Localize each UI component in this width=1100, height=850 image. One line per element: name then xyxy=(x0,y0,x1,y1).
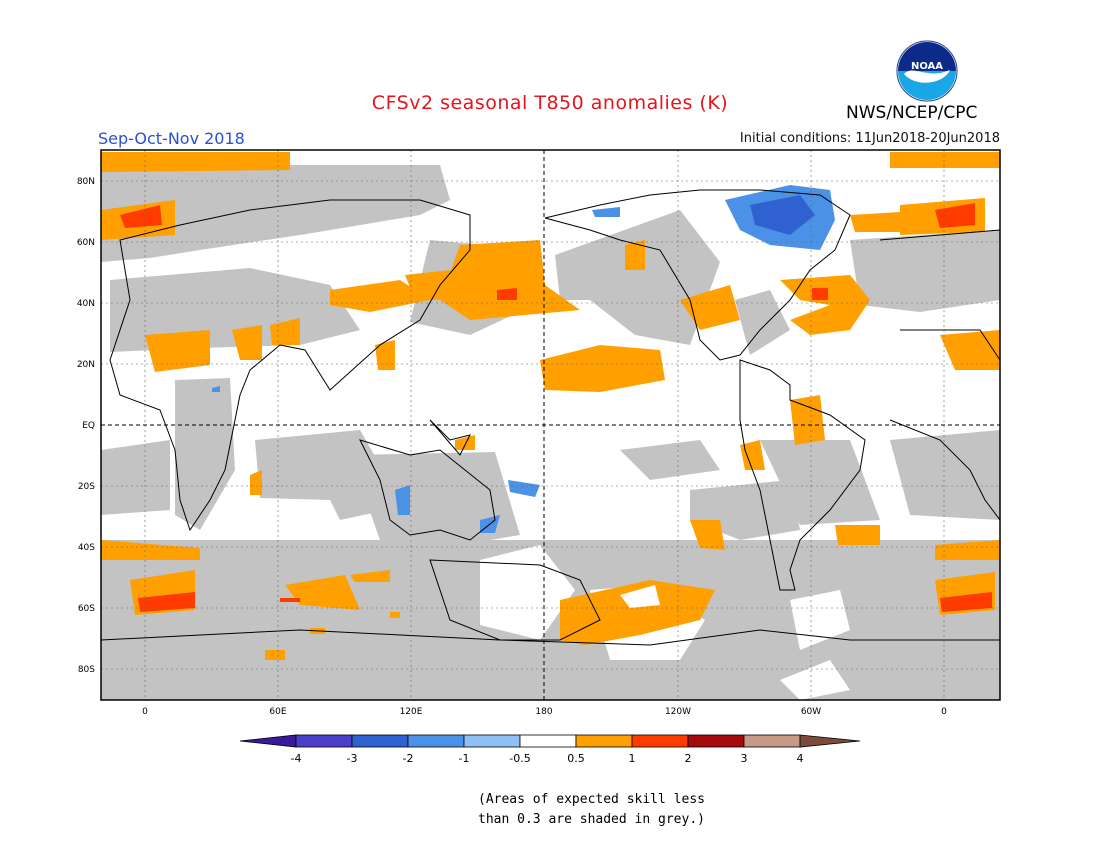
agency-label: NWS/NCEP/CPC xyxy=(846,103,978,123)
noaa-logo: NOAA xyxy=(896,40,958,102)
lat-label: 60N xyxy=(77,238,95,248)
anomaly-shading xyxy=(101,150,1000,700)
footnote-line: (Areas of expected skill less xyxy=(478,792,705,807)
colorbar-segment xyxy=(575,734,633,748)
colorbar-label: 3 xyxy=(741,752,748,765)
colorbar-max-arrow xyxy=(799,734,861,748)
colorbar-label: -0.5 xyxy=(509,752,530,765)
colorbar-segment xyxy=(743,734,801,748)
lon-label: 0 xyxy=(142,707,148,717)
colorbar-label: -3 xyxy=(347,752,358,765)
cool-anomaly-shading xyxy=(212,185,835,533)
colorbar-label: -4 xyxy=(291,752,302,765)
lon-label: 180 xyxy=(535,707,552,717)
colorbar-label: -2 xyxy=(403,752,414,765)
colorbar-segment xyxy=(687,734,745,748)
colorbar-segment xyxy=(631,734,689,748)
skill-footnote: (Areas of expected skill less than 0.3 a… xyxy=(478,790,738,830)
coastlines xyxy=(101,189,1000,646)
map-frame xyxy=(100,149,1001,701)
colorbar-label: 1 xyxy=(629,752,636,765)
clear-patch xyxy=(620,585,660,608)
colorbar-label: 4 xyxy=(797,752,804,765)
lon-label: 60E xyxy=(269,707,286,717)
logo-text: NOAA xyxy=(911,61,943,72)
colorbar-segment xyxy=(351,734,409,748)
colorbar-segment xyxy=(463,734,521,748)
strong-warm-shading xyxy=(120,203,992,612)
forecast-period: Sep-Oct-Nov 2018 xyxy=(98,129,245,148)
colorbar-label: -1 xyxy=(459,752,470,765)
colorbar: -4 -3 -2 -1 -0.5 0.5 1 2 3 4 xyxy=(239,734,861,765)
initial-conditions: Initial conditions: 11Jun2018-20Jun2018 xyxy=(739,131,1000,146)
lat-label: 40N xyxy=(77,299,95,309)
colorbar-segment xyxy=(519,734,577,748)
equator-dateline xyxy=(101,150,1000,700)
lat-label: 20N xyxy=(77,360,95,370)
lon-label: 120W xyxy=(665,707,691,717)
lon-label: 0 xyxy=(941,707,947,717)
lat-label: 80N xyxy=(77,177,95,187)
lat-label: 20S xyxy=(78,482,95,492)
lat-label: EQ xyxy=(82,421,95,431)
colorbar-label: 2 xyxy=(685,752,692,765)
colorbar-label: 0.5 xyxy=(567,752,585,765)
colorbar-min-arrow xyxy=(239,734,297,748)
lon-label: 60W xyxy=(801,707,821,717)
footnote-line: than 0.3 are shaded in grey.) xyxy=(478,812,705,827)
lat-label: 60S xyxy=(78,604,95,614)
lon-axis: 0 60E 120E 180 120W 60W 0 xyxy=(142,707,947,717)
colorbar-segment xyxy=(407,734,465,748)
lat-label: 80S xyxy=(78,665,95,675)
chart-title: CFSv2 seasonal T850 anomalies (K) xyxy=(371,92,729,114)
colorbar-segment xyxy=(295,734,353,748)
lat-axis: 80N 60N 40N 20N EQ 20S 40S 60S 80S xyxy=(77,177,95,675)
lat-label: 40S xyxy=(78,543,95,553)
lon-label: 120E xyxy=(400,707,423,717)
